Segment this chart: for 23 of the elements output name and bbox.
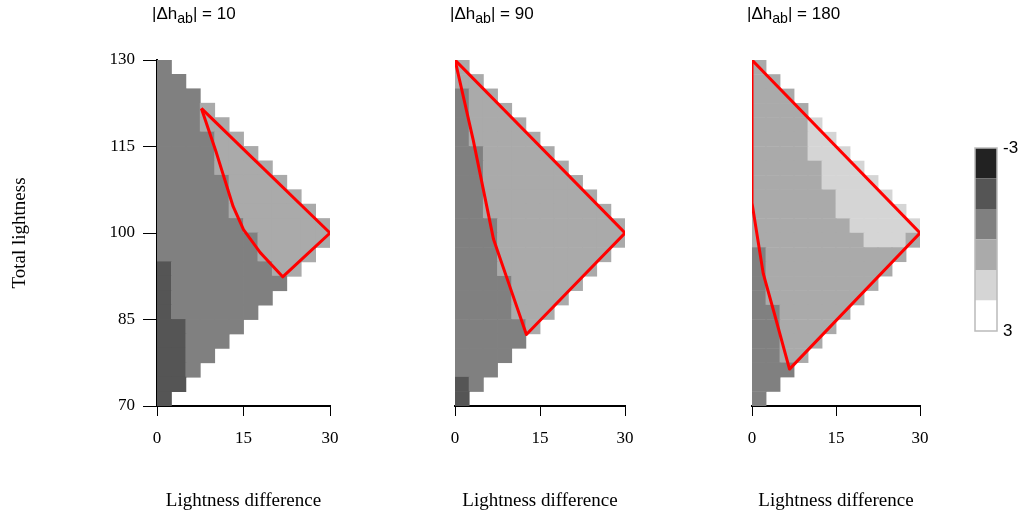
x-tick-label: 15 <box>531 427 549 447</box>
color-bar-label: -3 <box>1003 137 1019 157</box>
x-tick-label: 30 <box>616 427 634 447</box>
x-tick-label: 0 <box>152 427 162 447</box>
x-axis-title: Lightness difference <box>462 488 618 510</box>
x-tick-label: 15 <box>235 427 252 447</box>
color-bar-label: 3 <box>1003 320 1013 340</box>
y-tick-label: 70 <box>118 395 135 415</box>
y-tick-label: 100 <box>109 222 135 242</box>
y-tick-label: 85 <box>118 308 135 328</box>
y-axis-title: Total lightness <box>8 177 30 289</box>
y-tick-label: 115 <box>110 135 135 155</box>
x-axis-title: Lightness difference <box>758 488 914 510</box>
x-tick-label: 0 <box>450 427 460 447</box>
y-tick-label: 130 <box>109 49 135 69</box>
x-tick-label: 30 <box>321 427 339 447</box>
x-tick-label: 30 <box>911 427 929 447</box>
x-tick-label: 15 <box>827 427 845 447</box>
x-tick-label: 0 <box>747 427 757 447</box>
x-axis-title: Lightness difference <box>165 488 322 510</box>
chart-title: |Δh$_{ab}$| = 10 <box>152 4 236 27</box>
chart-title: |Δh$_{ab}$| = 90 <box>450 4 534 27</box>
chart-title: |Δh$_{ab}$| = 180 <box>747 4 841 27</box>
